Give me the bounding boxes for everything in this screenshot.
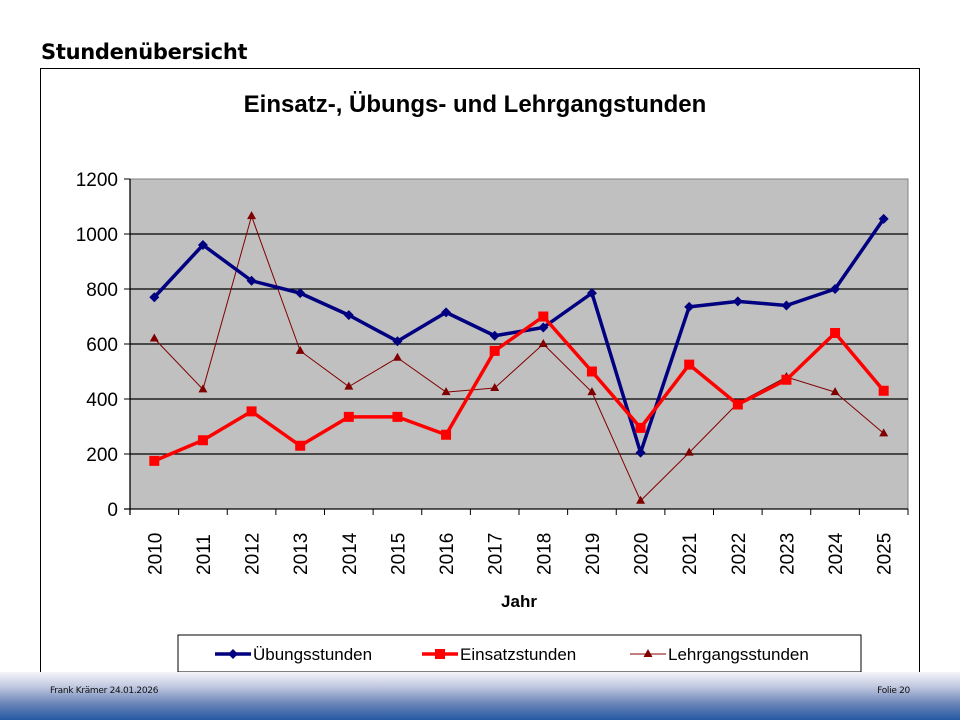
data-point [684,301,695,312]
legend-marker [228,649,238,659]
data-point [878,213,889,224]
legend-item: Lehrgangsstunden [630,645,809,664]
series-layer [149,211,889,504]
data-point [732,296,743,307]
legend-marker [435,649,445,659]
legend-item: Einsatzstunden [422,645,576,664]
data-point [732,399,743,410]
data-point [392,411,403,422]
y-tick-label: 600 [86,335,118,356]
data-point [830,328,841,338]
x-tick-label: 2023 [777,533,798,575]
data-point [586,288,597,299]
x-tick-label: 2017 [486,533,507,575]
x-tick-label: 2021 [680,533,701,575]
x-tick-label: 2012 [243,533,264,575]
data-point [441,387,451,396]
gridlines [130,233,908,455]
data-point [830,387,840,396]
data-point [198,384,208,393]
data-point [635,422,646,433]
data-point [295,440,306,451]
footer-author-date: Frank Krämer 24.01.2026 [50,686,159,696]
y-axis-ticks: 0 200 400 600 800 1000 1200 [76,170,130,521]
data-point [343,411,354,422]
y-tick-label: 1000 [76,225,118,246]
x-tick-label: 2010 [145,533,166,575]
data-point [586,366,597,377]
data-point [197,435,208,446]
x-tick-label: 2022 [729,533,750,575]
y-tick-label: 400 [86,390,118,411]
series-line [153,215,885,502]
data-point [246,275,257,286]
data-point [197,240,208,250]
x-tick-label: 2018 [534,533,555,575]
x-tick-label: 2014 [340,532,361,575]
data-point [489,345,500,356]
data-point [343,310,354,321]
legend-marker [643,649,653,657]
data-point [879,428,889,437]
data-point [441,307,452,318]
series-line [153,314,886,463]
legend-label: Lehrgangsstunden [668,645,809,664]
data-point [830,284,841,294]
y-tick-label: 1200 [76,170,118,191]
data-point [635,447,646,458]
data-point [149,333,159,342]
legend-label: Übungsstunden [253,645,372,664]
data-point [149,292,160,303]
legend-label: Einsatzstunden [460,645,576,664]
data-point [684,359,695,370]
legend: Übungsstunden Einsatzstunden Lehrgangsstun… [177,634,862,673]
legend-item: Übungsstunden [215,645,372,664]
x-tick-label: 2024 [826,532,847,575]
slide-title: Stundenübersicht [41,40,248,64]
legend-box [177,634,862,673]
data-point [781,300,792,311]
y-tick-label: 200 [86,445,118,466]
x-axis-label: Jahr [501,592,537,611]
data-point [392,352,402,361]
footer-slide-number: Folie 20 [877,686,910,696]
y-tick-label: 800 [86,280,118,301]
data-point [587,387,597,396]
data-point [489,330,500,341]
y-tick-label: 0 [107,500,118,521]
data-point [538,322,549,333]
data-point [878,385,889,396]
x-tick-label: 2019 [583,533,604,575]
data-point [295,288,306,299]
data-point [636,495,646,504]
data-point [684,447,694,456]
footer-band [0,672,960,720]
data-point [149,455,160,466]
x-tick-label: 2025 [875,533,896,575]
x-tick-label: 2016 [437,533,458,575]
data-point [781,374,792,385]
chart-title: Einsatz-, Übungs- und Lehrgangstunden [244,91,707,118]
x-tick-label: 2015 [388,533,409,575]
data-point [246,406,257,417]
data-point [295,345,305,354]
x-tick-label: 2013 [291,533,312,575]
data-point [392,336,403,347]
x-tick-label: 2011 [194,534,215,575]
data-point [441,429,452,440]
data-point [247,211,257,220]
series-einsatzstunden [149,311,889,466]
data-point [344,381,354,390]
data-point [490,383,500,391]
x-axis-ticks: 2010 2011 2012 2013 2014 2015 2016 2017 2018 2019… [129,509,909,575]
axes [124,179,908,515]
x-tick-label: 2020 [632,533,653,575]
data-point [538,339,548,347]
data-point [538,311,549,322]
